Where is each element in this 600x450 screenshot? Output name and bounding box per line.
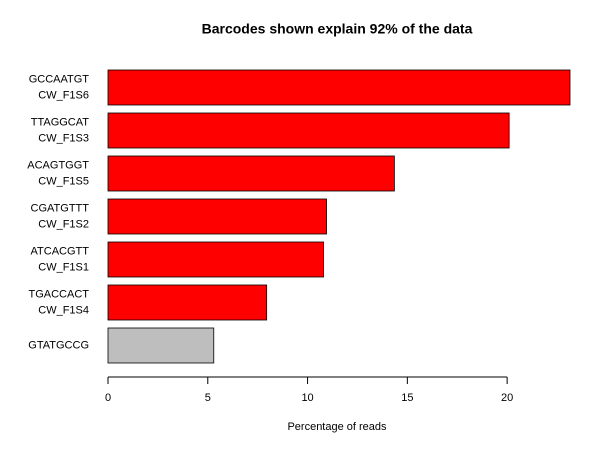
y-tick-label-line: GTATGCCG bbox=[28, 339, 89, 351]
y-tick-label-line: CW_F1S4 bbox=[38, 304, 89, 316]
y-tick-label-line: CW_F1S6 bbox=[38, 89, 89, 101]
y-tick-label: GTATGCCG bbox=[28, 339, 89, 351]
y-tick-label-line: CW_F1S1 bbox=[38, 261, 89, 273]
bar bbox=[107, 155, 395, 192]
bar bbox=[107, 69, 571, 106]
x-axis-label: Percentage of reads bbox=[287, 421, 387, 433]
bar bbox=[107, 241, 324, 278]
x-tick-label: 15 bbox=[401, 392, 413, 404]
y-tick-label-line: GCCAATGT bbox=[29, 73, 90, 85]
y-tick-label: CGATGTTT CW_F1S2 bbox=[31, 202, 90, 230]
y-tick-label: TTAGGCAT CW_F1S3 bbox=[31, 116, 90, 144]
chart-title: Barcodes shown explain 92% of the data bbox=[202, 21, 473, 37]
bar bbox=[107, 327, 215, 364]
bar bbox=[107, 284, 268, 321]
y-tick-label-line: CW_F1S2 bbox=[38, 218, 89, 230]
x-tick-label: 0 bbox=[105, 392, 111, 404]
x-tick-label: 10 bbox=[301, 392, 313, 404]
bar bbox=[107, 198, 327, 235]
y-tick-label-line: ACAGTGGT bbox=[27, 159, 89, 171]
bar bbox=[107, 112, 510, 149]
y-tick-label-line: TGACCACT bbox=[29, 288, 90, 300]
y-tick-label-line: ATCACGTT bbox=[31, 245, 90, 257]
y-tick-label: GCCAATGT CW_F1S6 bbox=[29, 73, 90, 101]
y-tick-label: ATCACGTT CW_F1S1 bbox=[31, 245, 90, 273]
y-tick-label: ACAGTGGT CW_F1S5 bbox=[27, 159, 89, 187]
y-tick-label-line: CW_F1S3 bbox=[38, 132, 89, 144]
x-tick-label: 5 bbox=[205, 392, 211, 404]
x-tick-label: 20 bbox=[501, 392, 513, 404]
y-tick-label: TGACCACT CW_F1S4 bbox=[29, 288, 90, 316]
y-tick-label-line: TTAGGCAT bbox=[31, 116, 90, 128]
y-tick-label-line: CGATGTTT bbox=[31, 202, 90, 214]
y-tick-label-line: CW_F1S5 bbox=[38, 175, 89, 187]
